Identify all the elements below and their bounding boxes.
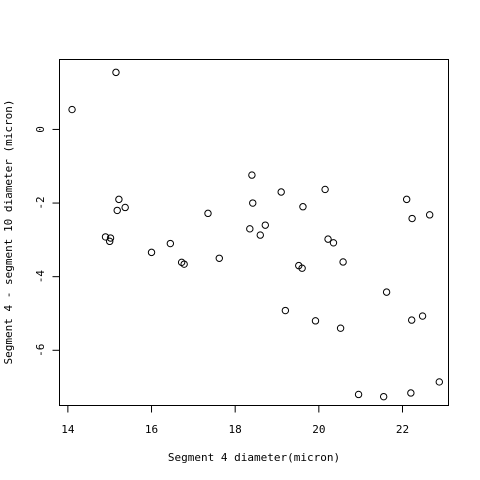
data-point bbox=[336, 324, 345, 332]
data-point bbox=[105, 237, 114, 246]
data-point bbox=[435, 378, 443, 386]
data-point bbox=[256, 231, 264, 239]
data-point bbox=[299, 203, 307, 211]
data-point bbox=[379, 392, 388, 401]
data-point bbox=[298, 264, 306, 272]
x-tick-label: 22 bbox=[396, 423, 409, 436]
data-point bbox=[215, 254, 223, 262]
data-point bbox=[402, 195, 411, 204]
x-tick-label: 18 bbox=[229, 423, 242, 436]
data-point bbox=[113, 206, 121, 215]
data-point bbox=[101, 233, 110, 241]
data-point bbox=[261, 221, 269, 229]
data-point bbox=[329, 239, 338, 247]
data-point bbox=[408, 214, 416, 223]
data-point bbox=[382, 288, 391, 296]
data-point bbox=[246, 225, 254, 233]
data-point bbox=[354, 390, 363, 399]
data-point bbox=[106, 234, 115, 242]
data-point bbox=[112, 68, 120, 77]
x-tick-label: 16 bbox=[145, 423, 158, 436]
data-point bbox=[339, 258, 347, 266]
data-point bbox=[180, 260, 188, 268]
data-point bbox=[115, 195, 123, 204]
y-tick-label: 0 bbox=[34, 126, 47, 133]
data-point bbox=[121, 203, 129, 212]
data-point bbox=[407, 316, 416, 324]
data-point bbox=[248, 171, 256, 179]
data-point bbox=[425, 211, 434, 219]
data-point bbox=[68, 105, 76, 114]
data-point bbox=[204, 209, 212, 218]
y-axis-label: Segment 4 - segment 10 diameter (micron) bbox=[2, 100, 15, 365]
x-axis-label: Segment 4 diameter(micron) bbox=[168, 451, 340, 464]
x-tick-label: 14 bbox=[61, 423, 75, 436]
data-point bbox=[147, 248, 156, 257]
y-tick-label: -2 bbox=[34, 196, 47, 209]
x-tick-label: 20 bbox=[312, 423, 325, 436]
data-point bbox=[249, 199, 257, 207]
data-point bbox=[321, 185, 329, 194]
x-axis: 14 16 18 20 22 bbox=[61, 405, 409, 436]
data-point bbox=[418, 312, 427, 320]
data-point bbox=[324, 235, 332, 243]
data-point bbox=[281, 306, 290, 315]
points-layer bbox=[68, 68, 443, 401]
data-point bbox=[166, 239, 175, 248]
y-tick-label: -4 bbox=[34, 270, 47, 284]
y-tick-label: -6 bbox=[34, 344, 47, 357]
data-point bbox=[277, 188, 285, 196]
data-point bbox=[311, 317, 320, 325]
data-point bbox=[407, 389, 415, 397]
y-axis: 0 -2 -4 -6 bbox=[34, 126, 60, 357]
